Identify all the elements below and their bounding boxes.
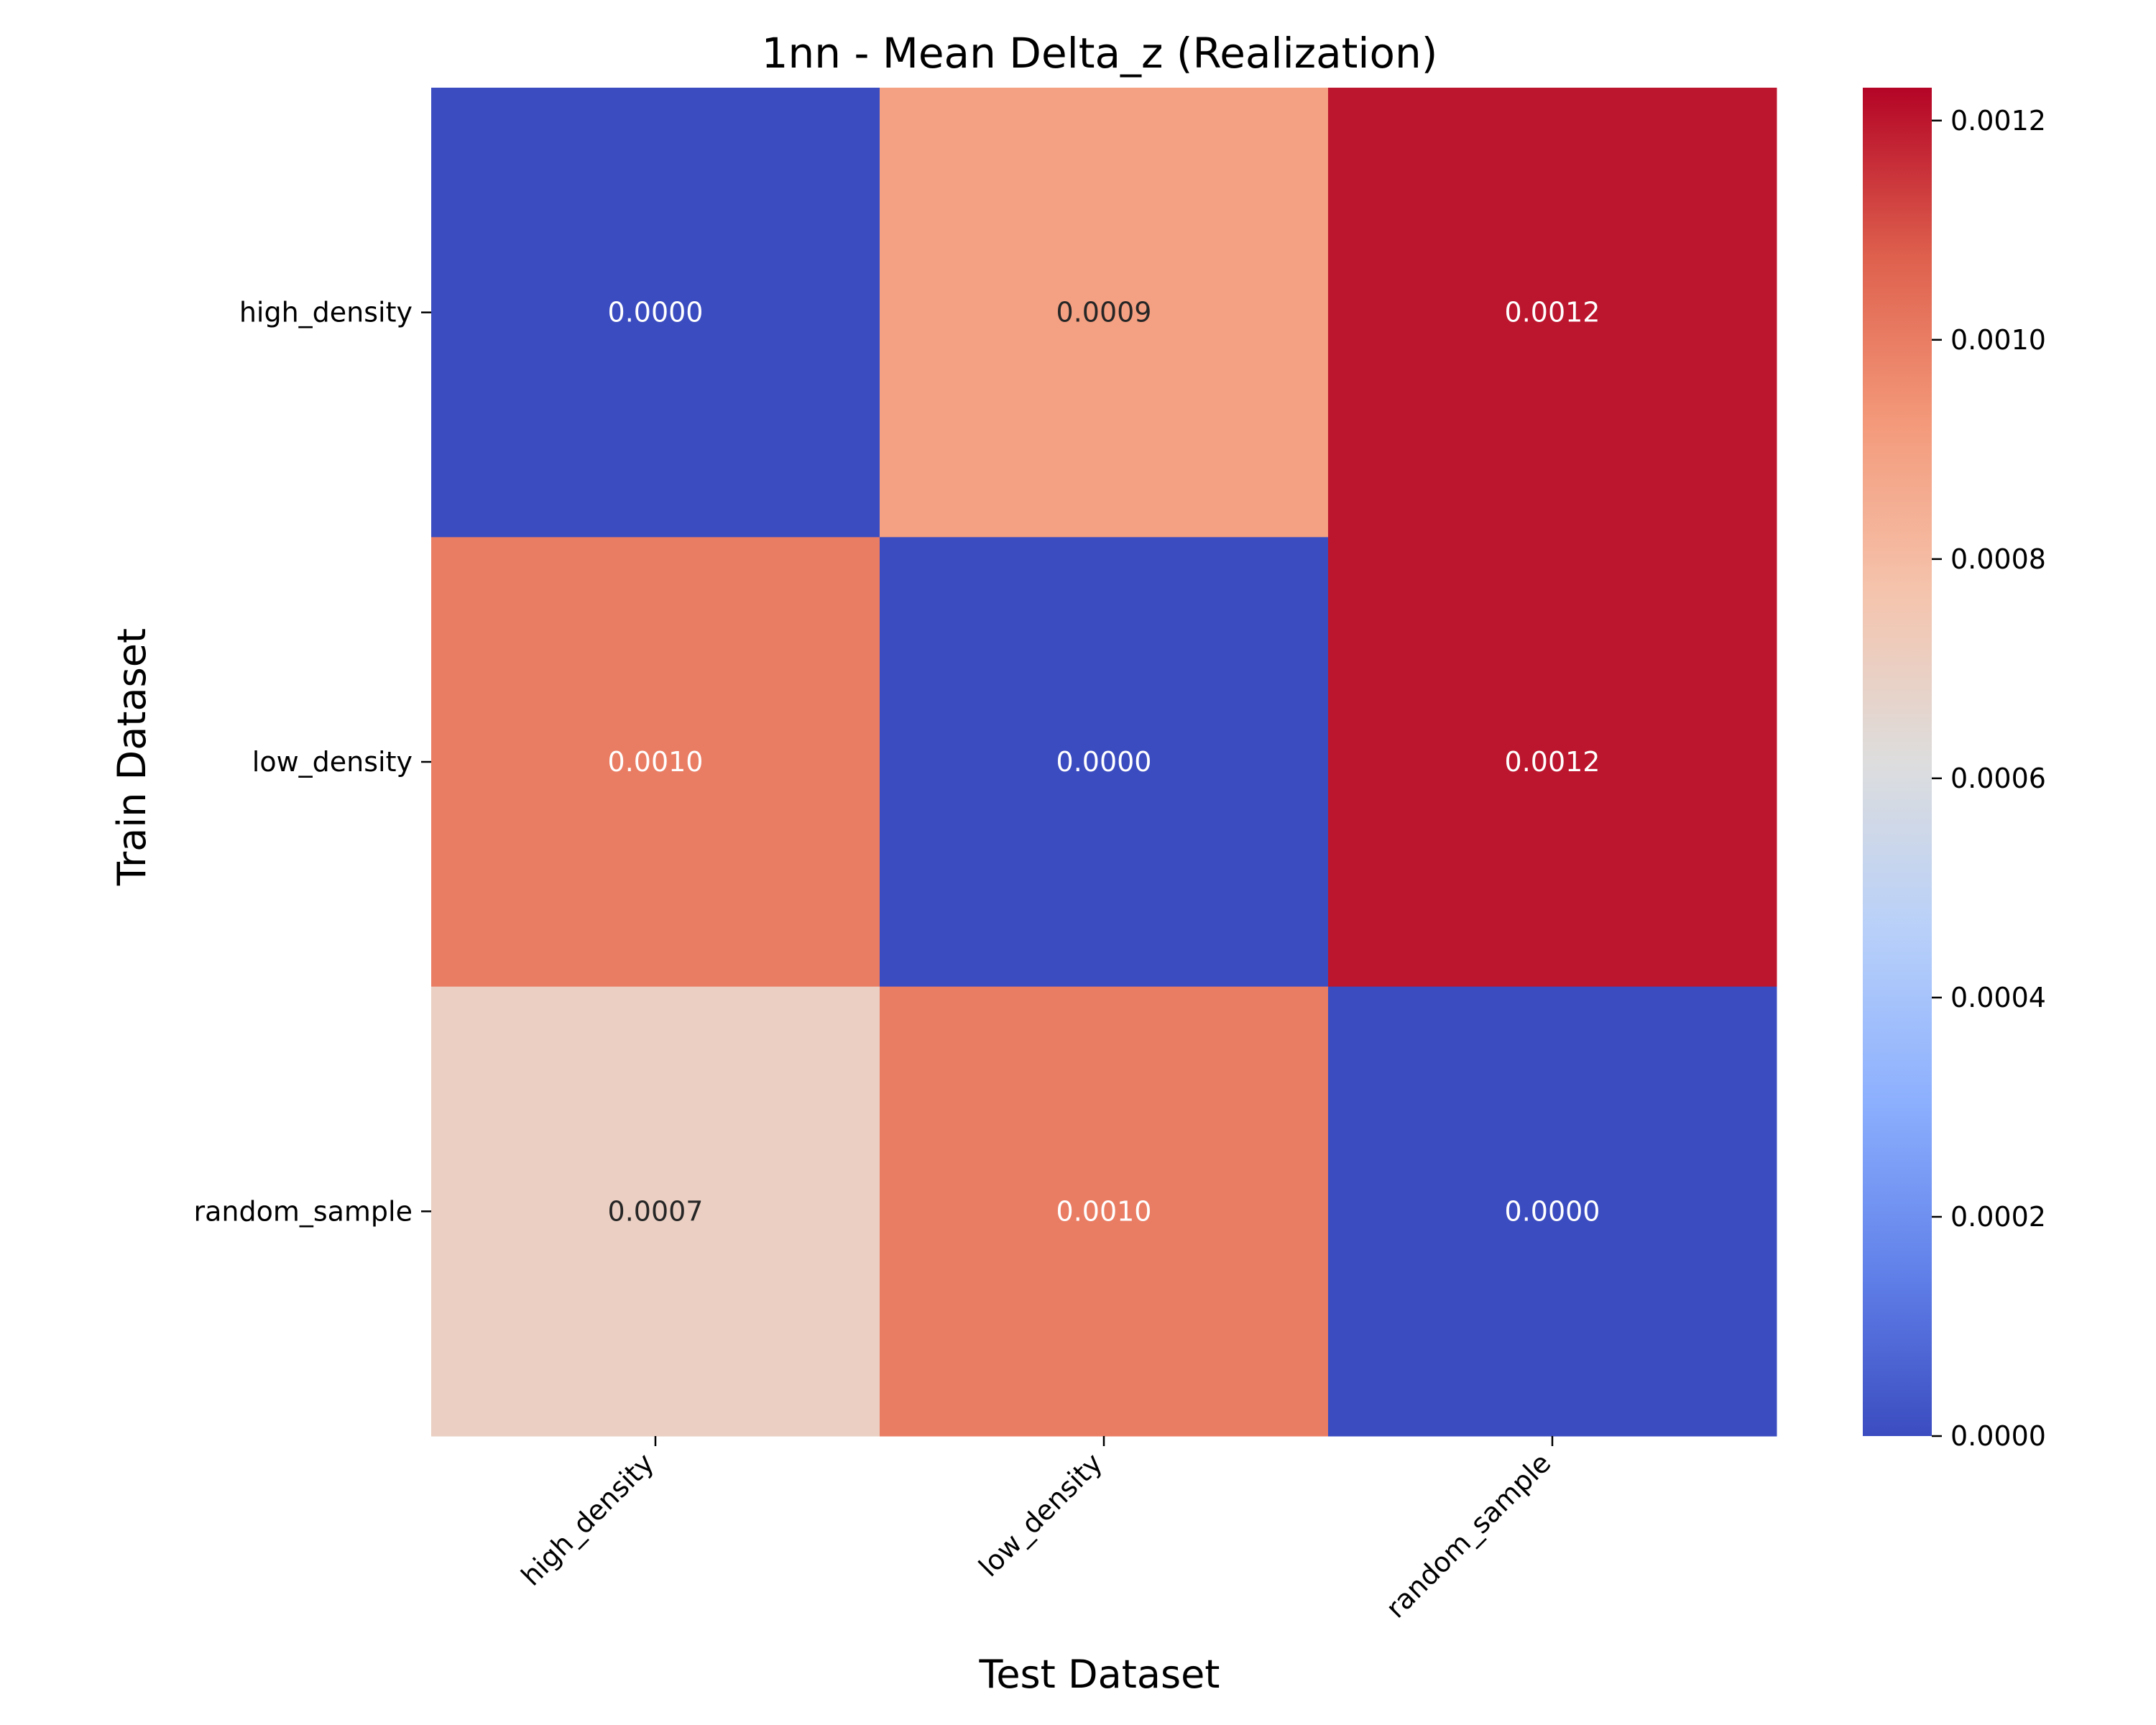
cell-value-label: 0.0010 xyxy=(1056,1195,1152,1227)
y-axis-ticks: high_density low_density random_sample xyxy=(193,297,431,1227)
heatmap-cell xyxy=(1328,88,1777,538)
x-tick-label: low_density xyxy=(972,1447,1108,1583)
chart-title: 1nn - Mean Delta_z (Realization) xyxy=(762,29,1438,78)
heatmap-cell xyxy=(431,986,880,1437)
cell-value-label: 0.0010 xyxy=(608,746,704,778)
cell-value-label: 0.0009 xyxy=(1056,297,1152,328)
cell-value-label: 0.0000 xyxy=(608,297,704,328)
x-tick-label: random_sample xyxy=(1380,1447,1557,1624)
cell-value-label: 0.0012 xyxy=(1505,297,1600,328)
colorbar: 0.0000 0.0002 0.0004 0.0006 0.0008 0.0010 0.00… xyxy=(1863,88,2046,1452)
heatmap-cell xyxy=(880,537,1329,988)
x-tick-label: high_density xyxy=(515,1447,660,1592)
x-axis-ticks: high_density low_density random_sample xyxy=(515,1436,1557,1624)
cell-value-label: 0.0007 xyxy=(608,1195,704,1227)
heatmap-cell xyxy=(1328,537,1777,988)
x-axis-label: Test Dataset xyxy=(979,1652,1220,1697)
heatmap-cell xyxy=(431,537,880,988)
heatmap-grid: 0.0000 0.0009 0.0012 0.0010 0.0000 0.0012 0.00… xyxy=(431,88,1777,1437)
cell-value-label: 0.0000 xyxy=(1056,746,1152,778)
cell-value-label: 0.0000 xyxy=(1505,1195,1600,1227)
y-tick-label: high_density xyxy=(239,297,413,328)
colorbar-tick-label: 0.0004 xyxy=(1950,982,2046,1013)
colorbar-tick-label: 0.0008 xyxy=(1950,543,2046,575)
colorbar-gradient xyxy=(1863,88,1932,1436)
colorbar-tick-label: 0.0000 xyxy=(1950,1420,2046,1452)
cell-value-label: 0.0012 xyxy=(1505,746,1600,778)
y-tick-label: random_sample xyxy=(193,1195,413,1227)
colorbar-tick-label: 0.0012 xyxy=(1950,105,2046,137)
y-tick-label: low_density xyxy=(252,746,413,778)
heatmap-cell xyxy=(431,88,880,538)
heatmap-cell xyxy=(880,986,1329,1437)
colorbar-tick-label: 0.0002 xyxy=(1950,1201,2046,1233)
heatmap-cell xyxy=(1328,986,1777,1437)
heatmap-cell xyxy=(880,88,1329,538)
colorbar-tick-label: 0.0010 xyxy=(1950,324,2046,356)
colorbar-tick-label: 0.0006 xyxy=(1950,763,2046,794)
y-axis-label: Train Dataset xyxy=(109,628,155,886)
